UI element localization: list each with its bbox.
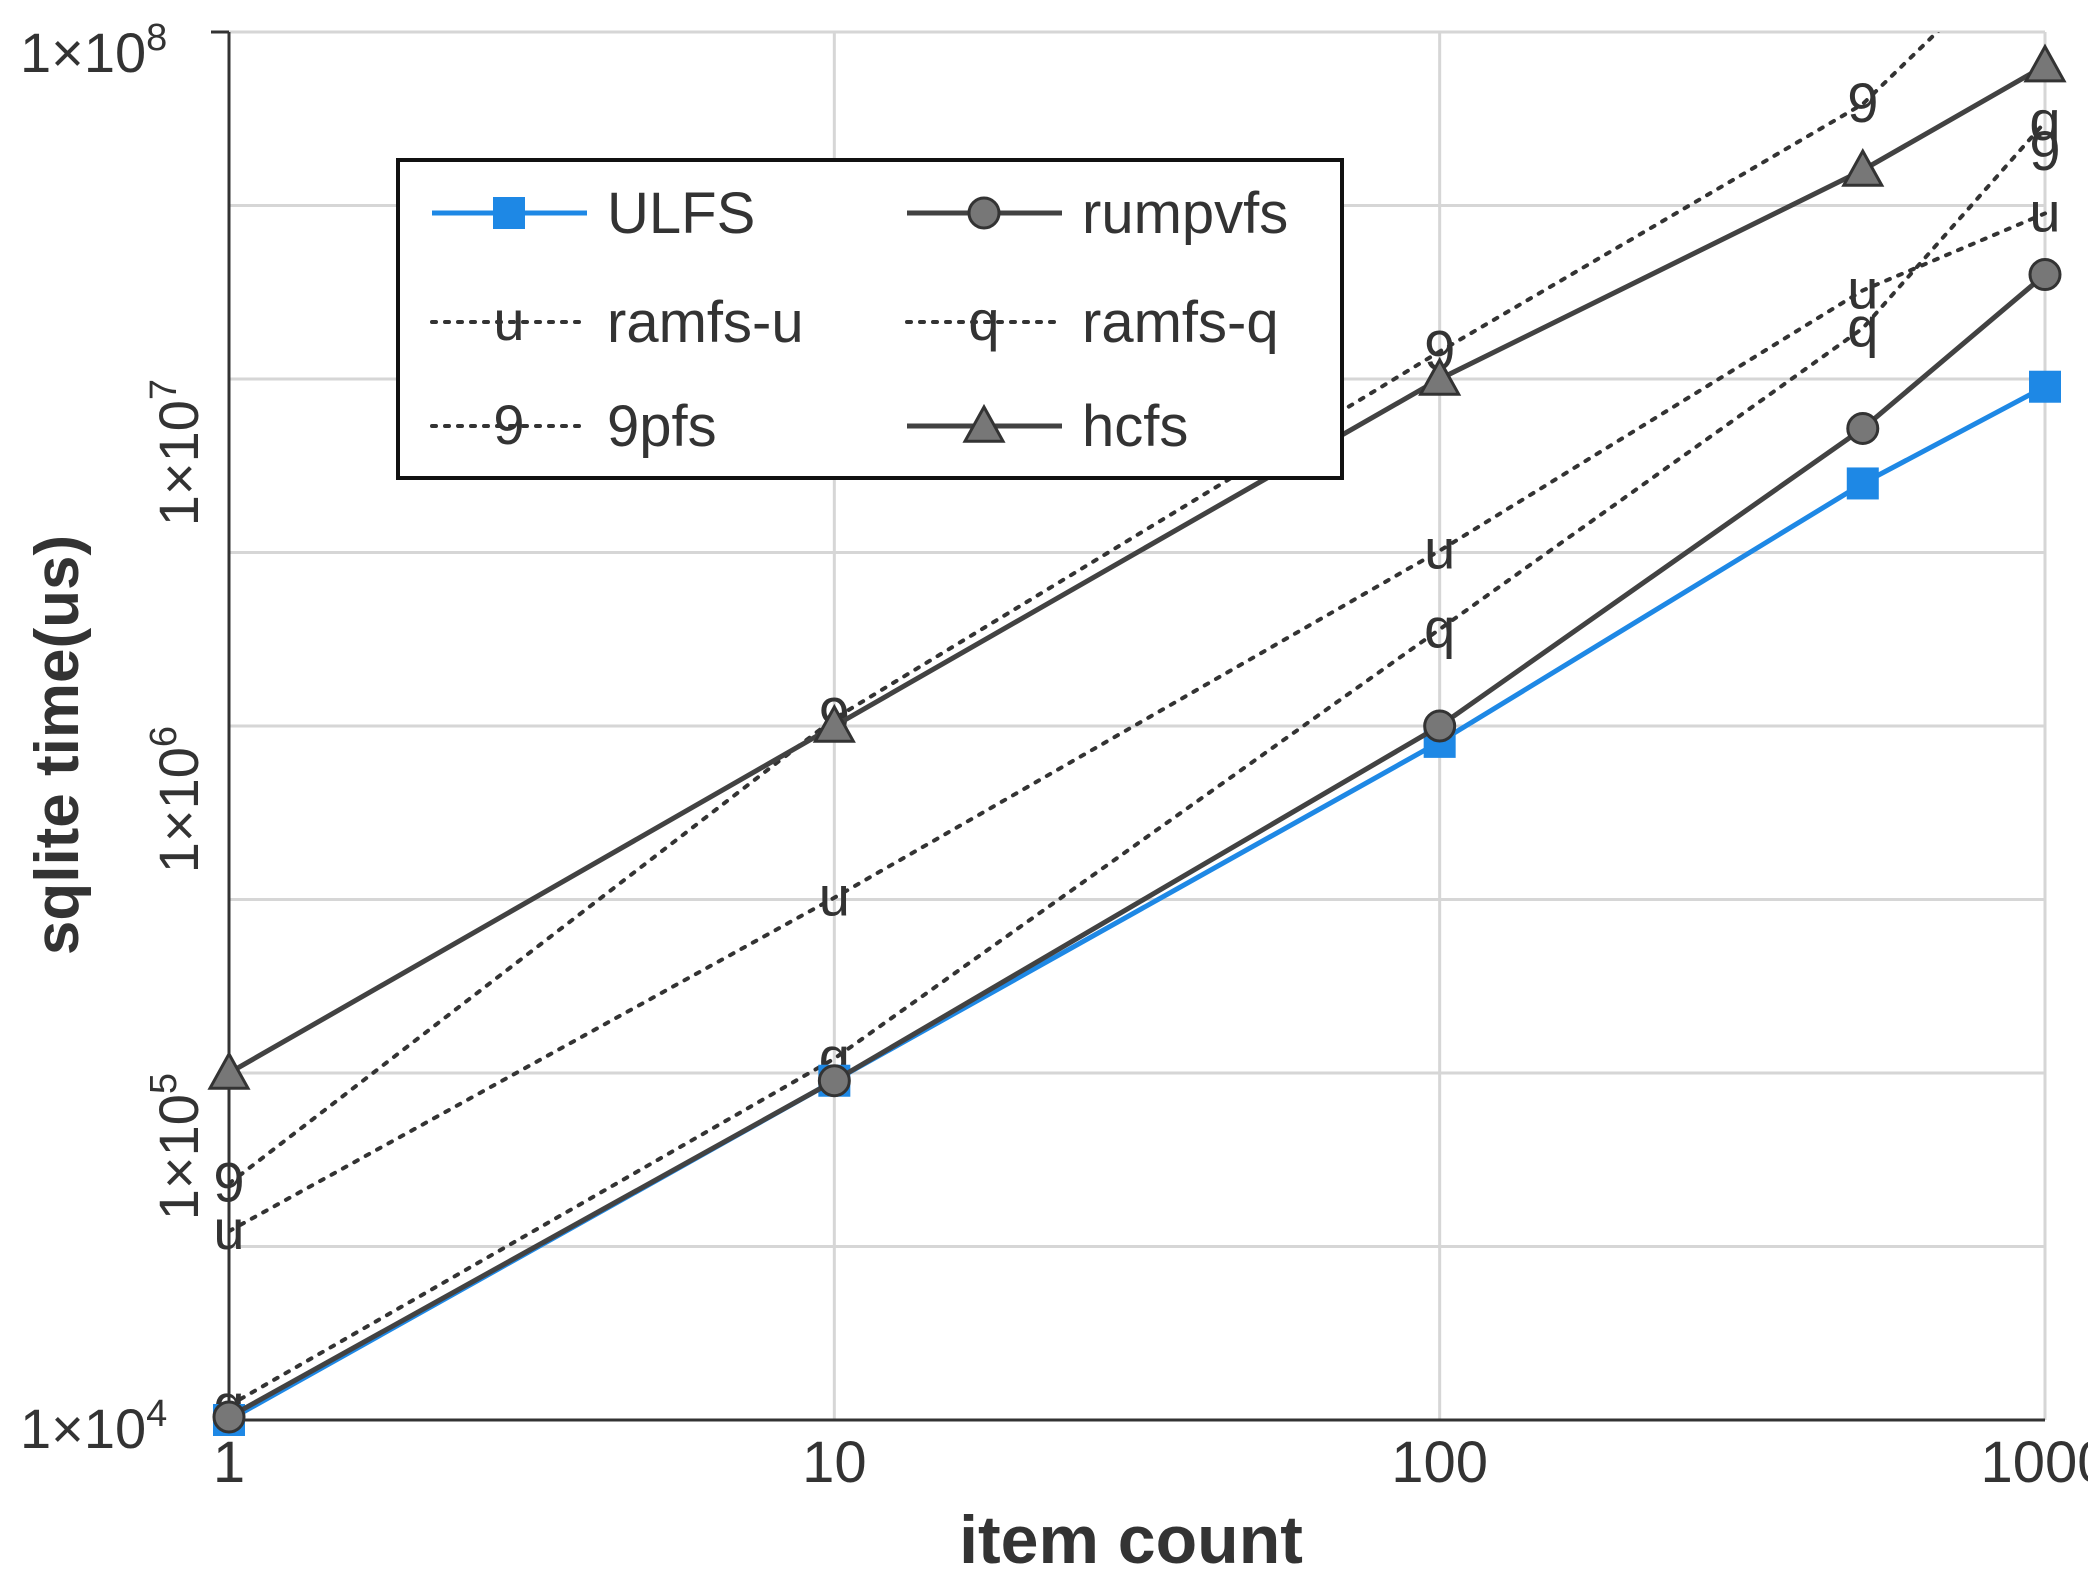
x-tick-label: 10 <box>802 1430 867 1495</box>
data-point <box>817 1064 851 1098</box>
series-line <box>229 211 2047 1234</box>
series-layer: uuuuuqqqqq99999 <box>207 32 2067 1436</box>
y-tick-exponent: 6 <box>143 726 185 747</box>
tick-labels: 1 10 100 1000 1×104 1×105 1×106 1×107 1×108 <box>20 17 2088 1495</box>
data-point <box>2023 43 2067 83</box>
data-point: q <box>1424 596 1455 659</box>
legend-item-9pfs: 9 9pfs <box>430 393 717 459</box>
data-point: u <box>213 1198 244 1261</box>
x-tick-label: 100 <box>1391 1430 1488 1495</box>
data-point: u <box>493 289 524 352</box>
legend-label: hcfs <box>1082 394 1188 459</box>
legend-item-rumpvfs: rumpvfs <box>907 181 1288 246</box>
legend-item-hcfs: hcfs <box>907 394 1188 459</box>
data-point: u <box>2029 180 2060 243</box>
series-line <box>229 32 1941 1186</box>
data-point: q <box>2029 89 2060 152</box>
y-tick-exponent: 7 <box>143 379 185 400</box>
data-point: 9 <box>493 393 524 456</box>
y-tick-label: 1×108 <box>20 17 167 84</box>
data-point <box>967 196 1001 230</box>
x-tick-label: 1000 <box>1980 1430 2088 1495</box>
y-tick-label: 1×105 <box>143 1073 210 1220</box>
data-point <box>1418 356 1462 396</box>
axes <box>211 30 2045 1422</box>
x-axis-label: item count <box>959 1502 1303 1578</box>
data-point <box>207 1050 251 1090</box>
y-tick-label: 1×104 <box>20 1393 167 1460</box>
legend-label: rumpvfs <box>1082 181 1288 246</box>
y-axis-label: sqlite time(us) <box>23 535 92 955</box>
legend-item-ramfs-q: q ramfs-q <box>905 289 1279 355</box>
data-point <box>962 403 1006 443</box>
series-hcfs <box>207 43 2067 1090</box>
y-tick-exponent: 8 <box>146 17 167 59</box>
data-point: q <box>1847 295 1878 358</box>
legend-label: 9pfs <box>607 394 717 459</box>
series-ramfs-u: u u u u u <box>213 180 2060 1261</box>
data-point <box>1841 147 1885 187</box>
data-point: 9 <box>2029 119 2060 182</box>
data-point <box>1846 467 1879 500</box>
y-tick-label: 1×107 <box>143 379 210 526</box>
y-tick-exponent: 4 <box>146 1393 167 1435</box>
data-point: 9 <box>1847 71 1878 134</box>
data-point: q <box>968 289 999 352</box>
data-point: u <box>1424 518 1455 581</box>
data-point <box>493 197 525 229</box>
data-point <box>212 1400 246 1434</box>
data-point: u <box>819 865 850 928</box>
data-point <box>1846 412 1880 446</box>
y-tick-exponent: 5 <box>143 1073 185 1094</box>
legend-item-ramfs-u: u ramfs-u <box>430 289 804 355</box>
legend-label: ramfs-u <box>607 290 804 355</box>
y-tick-label: 1×106 <box>143 726 210 873</box>
data-point <box>2029 370 2061 403</box>
x-tick-label: 1 <box>213 1430 245 1495</box>
legend-label: ramfs-q <box>1082 290 1279 355</box>
legend-label: ULFS <box>607 181 755 246</box>
series-9pfs: 99999 <box>213 32 2061 1214</box>
series-rumpvfs <box>212 258 2062 1434</box>
legend: ULFS rumpvfs u ramfs-u q ramfs-q 9 9pfs hcfs <box>396 158 1344 480</box>
data-point: 9 <box>213 1151 244 1214</box>
data-point <box>2028 258 2062 292</box>
legend-item-ULFS: ULFS <box>432 181 755 246</box>
data-point <box>812 703 856 743</box>
data-point: u <box>1847 257 1878 320</box>
data-point <box>1423 709 1457 743</box>
